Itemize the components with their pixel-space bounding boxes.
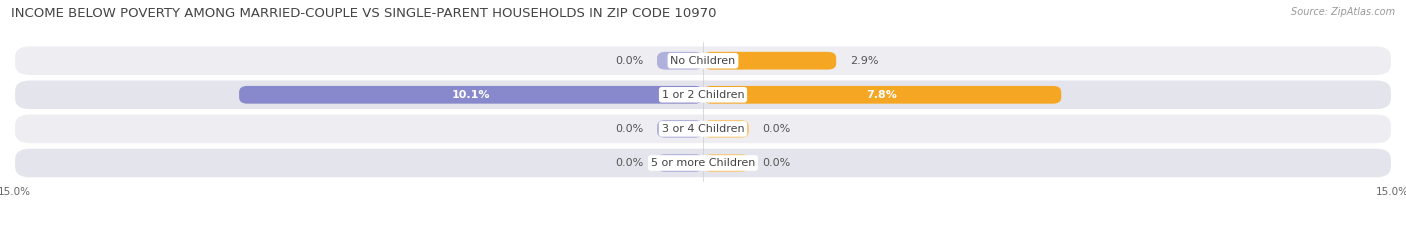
Text: No Children: No Children <box>671 56 735 66</box>
FancyBboxPatch shape <box>703 120 749 138</box>
FancyBboxPatch shape <box>703 154 749 172</box>
Text: 0.0%: 0.0% <box>614 124 644 134</box>
Text: 5 or more Children: 5 or more Children <box>651 158 755 168</box>
Text: 1 or 2 Children: 1 or 2 Children <box>662 90 744 100</box>
FancyBboxPatch shape <box>239 86 703 104</box>
FancyBboxPatch shape <box>657 120 703 138</box>
Text: 0.0%: 0.0% <box>762 124 792 134</box>
Text: 0.0%: 0.0% <box>614 56 644 66</box>
FancyBboxPatch shape <box>657 52 703 70</box>
Text: 10.1%: 10.1% <box>451 90 491 100</box>
Text: 0.0%: 0.0% <box>762 158 792 168</box>
FancyBboxPatch shape <box>657 154 703 172</box>
Text: INCOME BELOW POVERTY AMONG MARRIED-COUPLE VS SINGLE-PARENT HOUSEHOLDS IN ZIP COD: INCOME BELOW POVERTY AMONG MARRIED-COUPL… <box>11 7 717 20</box>
Text: Source: ZipAtlas.com: Source: ZipAtlas.com <box>1291 7 1395 17</box>
FancyBboxPatch shape <box>14 148 1392 178</box>
FancyBboxPatch shape <box>14 45 1392 76</box>
FancyBboxPatch shape <box>14 113 1392 144</box>
FancyBboxPatch shape <box>14 79 1392 110</box>
Text: 7.8%: 7.8% <box>866 90 897 100</box>
FancyBboxPatch shape <box>703 52 837 70</box>
Text: 3 or 4 Children: 3 or 4 Children <box>662 124 744 134</box>
Text: 0.0%: 0.0% <box>614 158 644 168</box>
Text: 2.9%: 2.9% <box>851 56 879 66</box>
FancyBboxPatch shape <box>703 86 1062 104</box>
